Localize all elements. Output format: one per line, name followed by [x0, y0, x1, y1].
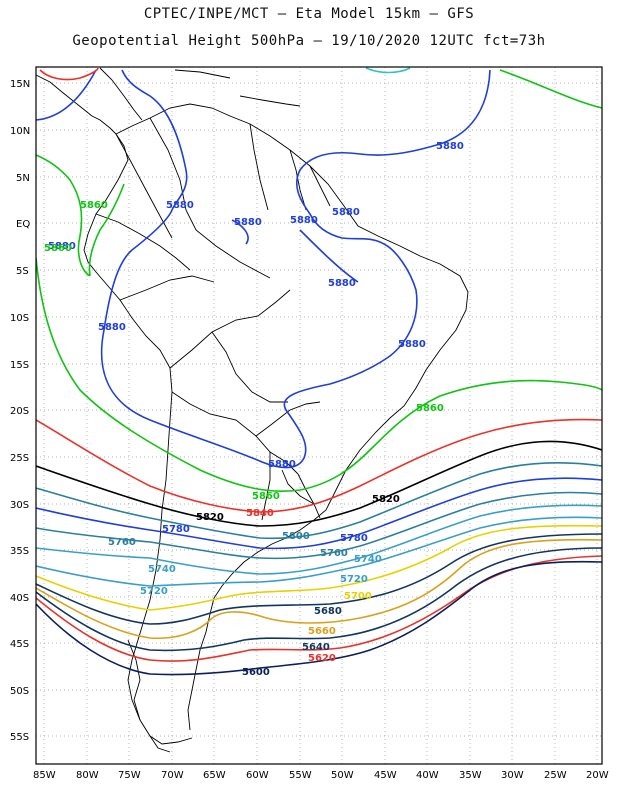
lat-lon-grid [36, 67, 602, 764]
contour-label: 5880 [328, 278, 356, 289]
contour-label: 5780 [340, 533, 368, 544]
contour-label: 5660 [308, 626, 336, 637]
latitude-labels: 15N 10N 5N EQ 5S 10S 15S 20S 25S 30S 35S… [10, 79, 30, 743]
lon-label: 35W [459, 770, 482, 781]
lat-label: 35S [10, 546, 29, 557]
lon-label: 25W [544, 770, 567, 781]
map-title-line-1: CPTEC/INPE/MCT – Eta Model 15km – GFS [143, 6, 475, 22]
contour-label: 5800 [282, 531, 310, 542]
lon-label: 65W [203, 770, 226, 781]
contour-label: 5880 [234, 217, 262, 228]
contour-label: 5880 [98, 322, 126, 333]
lat-label: 5N [16, 173, 30, 184]
lon-label: 85W [33, 770, 56, 781]
lat-label: EQ [16, 219, 30, 230]
contour-label: 5880 [332, 207, 360, 218]
longitude-labels: 85W 80W 75W 70W 65W 60W 55W 50W 45W 40W … [33, 770, 609, 781]
contour-label: 5860 [252, 491, 280, 502]
contour-label: 5860 [80, 200, 108, 211]
map-frame [35, 66, 603, 765]
contour-label: 5600 [242, 667, 270, 678]
contour-label: 5820 [372, 494, 400, 505]
contour-label: 5880 [398, 339, 426, 350]
lat-label: 15S [10, 360, 29, 371]
lon-label: 50W [331, 770, 354, 781]
lat-label: 5S [16, 266, 29, 277]
contour-label: 5880 [166, 200, 194, 211]
contour-label: 5880 [290, 215, 318, 226]
lat-label: 20S [10, 406, 29, 417]
contour-label: 5720 [340, 574, 368, 585]
contour-label: 5860 [44, 243, 72, 254]
lon-label: 75W [118, 770, 141, 781]
map-title-line-2: Geopotential Height 500hPa – 19/10/2020 … [72, 33, 546, 49]
lon-label: 60W [246, 770, 269, 781]
contour-label: 5620 [308, 653, 336, 664]
contour-label: 5860 [416, 403, 444, 414]
contour-label: 5740 [148, 564, 176, 575]
contour-label: 5700 [344, 591, 372, 602]
contour-label: 5780 [162, 524, 190, 535]
lat-label: 45S [10, 639, 29, 650]
lon-label: 30W [501, 770, 524, 781]
coastline-and-borders [36, 67, 469, 753]
lon-label: 55W [289, 770, 312, 781]
contour-labels: 5880 5880 5880 5880 5880 5880 5880 5880 … [44, 141, 464, 678]
lat-label: 50S [10, 686, 29, 697]
lat-label: 40S [10, 593, 29, 604]
contour-label: 5720 [140, 586, 168, 597]
lat-label: 15N [10, 79, 30, 90]
lon-label: 45W [374, 770, 397, 781]
contour-label: 5880 [436, 141, 464, 152]
contour-label: 5740 [354, 554, 382, 565]
contour-label: 5760 [320, 548, 348, 559]
lon-label: 70W [161, 770, 184, 781]
lat-label: 30S [10, 500, 29, 511]
contour-label: 5640 [302, 642, 330, 653]
lon-label: 20W [586, 770, 609, 781]
contour-label: 5680 [314, 606, 342, 617]
lat-label: 10S [10, 313, 29, 324]
contour-label: 5880 [48, 241, 76, 252]
contour-label: 5840 [246, 508, 274, 519]
lat-label: 25S [10, 453, 29, 464]
lon-label: 80W [76, 770, 99, 781]
contour-label: 5760 [108, 537, 136, 548]
lat-label: 55S [10, 732, 29, 743]
geopotential-contours [36, 67, 602, 676]
lon-label: 40W [416, 770, 439, 781]
contour-label: 5880 [268, 459, 296, 470]
lat-label: 10N [10, 126, 30, 137]
contour-label: 5820 [196, 512, 224, 523]
